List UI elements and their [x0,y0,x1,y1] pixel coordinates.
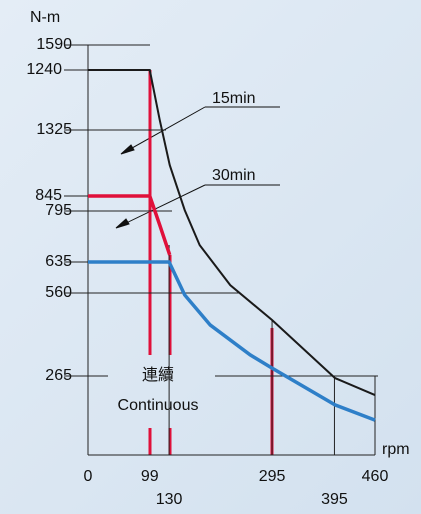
y-axis-label: N-m [30,9,60,26]
y-tick-label: 560 [45,284,72,301]
x-axis-label: rpm [382,441,410,458]
x-tick-label: 460 [362,468,389,485]
annotation-30min: 30min [212,167,256,184]
x-tick-label: 0 [84,468,93,485]
x-tick-label: 395 [321,491,348,508]
y-tick-label: 795 [45,202,72,219]
x-tick-label: 99 [141,468,159,485]
y-tick-label: 1240 [26,61,62,78]
annotation-15min: 15min [212,90,256,107]
x-tick-label: 130 [156,491,183,508]
y-tick-label: 1590 [36,36,72,53]
series-line [88,260,376,422]
y-tick-label: 635 [45,253,72,270]
annotation-continuous: Continuous [118,397,199,414]
x-tick-label: 295 [259,468,286,485]
y-tick-label: 845 [35,187,62,204]
annotation-cjk: 連續 [142,366,174,384]
series-line [88,69,376,396]
y-tick-label: 1325 [36,121,72,138]
series-line [88,194,172,256]
y-tick-label: 265 [45,367,72,384]
